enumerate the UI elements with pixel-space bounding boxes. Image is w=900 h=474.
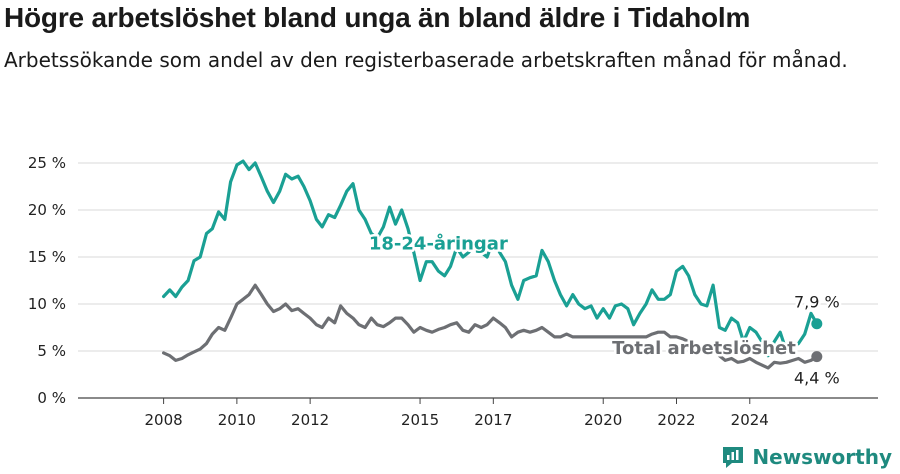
y-axis-ticks: 0 % 5 % 10 % 15 % 20 % 25 % [28,154,66,407]
series-label-total: Total arbetslöshet [612,338,796,359]
end-label-youth: 7,9 % [794,293,840,312]
chart-subtitle: Arbetssökande som andel av den registerb… [4,48,848,72]
end-point-youth [811,318,823,330]
gridlines [78,162,878,399]
brand-footer: Newsworthy [720,444,892,470]
x-tick-label: 2020 [584,411,622,429]
x-tick-label: 2022 [657,411,695,429]
brand-name: Newsworthy [752,445,892,469]
series-line-youth [162,159,819,358]
y-tick-label: 10 % [28,295,66,313]
x-tick-label: 2024 [731,411,769,429]
y-tick-label: 20 % [28,201,66,219]
series-labels: 18-24-åringar Total arbetslöshet 7,9 % 4,4 … [366,230,842,390]
y-tick-label: 25 % [28,154,66,172]
series-line-total [162,283,819,370]
end-point-total [811,351,823,363]
newsworthy-logo-icon [723,447,744,468]
x-tick-label: 2017 [474,411,512,429]
x-tick-label: 2010 [218,411,256,429]
series-label-youth: 18-24-åringar [369,232,508,254]
x-tick-label: 2008 [145,411,183,429]
end-label-total: 4,4 % [794,369,840,388]
x-tick-label: 2012 [291,411,329,429]
y-tick-label: 0 % [37,389,66,407]
chart-title: Högre arbetslöshet bland unga än bland ä… [4,2,751,33]
x-tick-label: 2015 [401,411,439,429]
y-tick-label: 15 % [28,248,66,266]
series-lines [162,159,823,370]
x-axis-ticks: 2008 2010 2012 2015 2017 2020 2022 2024 [145,398,769,429]
y-tick-label: 5 % [37,342,66,360]
